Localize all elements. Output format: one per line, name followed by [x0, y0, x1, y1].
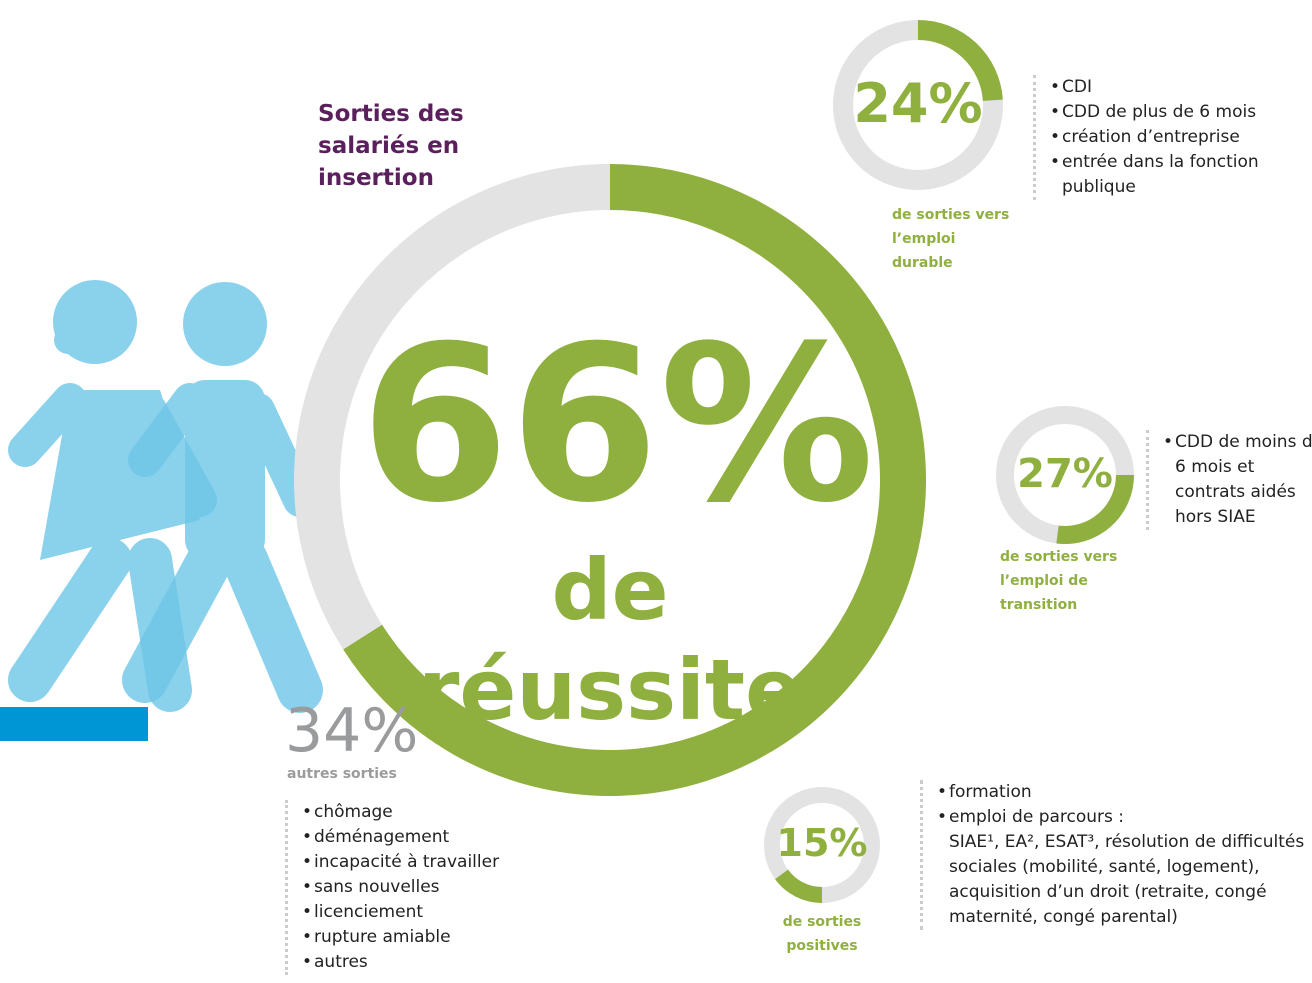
donut-caption: de sorties vers l’emploi de transition — [1000, 549, 1118, 613]
donut-value: 24% — [853, 71, 983, 135]
bullet-list: CDD de moins de 6 mois et contrats aidés… — [1146, 430, 1312, 530]
floor-bar — [0, 707, 148, 741]
list-item: création d’entreprise — [1050, 125, 1300, 150]
list-item: formation — [937, 780, 1307, 805]
walking-figures — [122, 282, 323, 713]
item-label: entrée dans la fonction publique — [1062, 152, 1259, 197]
list-item: chômage — [302, 800, 582, 825]
title: Sorties des salariés en insertion — [318, 101, 464, 191]
item-label: CDD de moins de 6 mois et contrats aidés… — [1175, 432, 1312, 527]
donut-caption: de sorties positives — [782, 914, 862, 954]
list-item: entrée dans la fonction publique — [1050, 150, 1300, 200]
list-item: déménagement — [302, 825, 582, 850]
list-item: licenciement — [302, 900, 582, 925]
other-value: 34% — [285, 696, 419, 766]
list-item: CDD de moins de 6 mois et contrats aidés… — [1163, 430, 1312, 530]
list-item: CDI — [1050, 75, 1300, 100]
donut-caption: de sorties vers l’emploi durable — [892, 207, 1010, 271]
other-caption: autres sorties — [287, 766, 397, 782]
list-item: emploi de parcours : SIAE¹, EA², ESAT³, r… — [937, 805, 1307, 930]
donut-value: 27% — [1017, 451, 1113, 498]
list-item: rupture amiable — [302, 925, 582, 950]
list-item: incapacité à travailler — [302, 850, 582, 875]
item-label: emploi de parcours : — [949, 807, 1125, 827]
main-caption: de réussite — [417, 541, 803, 739]
donut-segment — [294, 164, 611, 650]
item-detail: SIAE¹, EA², ESAT³, résolution de difficu… — [949, 832, 1305, 927]
donut-segment — [917, 20, 1003, 102]
list-item: sans nouvelles — [302, 875, 582, 900]
item-label: formation — [949, 782, 1032, 802]
other-list: chômagedéménagementincapacité à travaill… — [285, 800, 582, 975]
donut-segment — [775, 869, 823, 903]
item-label: création d’entreprise — [1062, 127, 1240, 147]
donut-value: 15% — [776, 821, 868, 866]
item-label: CDI — [1062, 77, 1092, 97]
item-label: CDD de plus de 6 mois — [1062, 102, 1257, 122]
list-item: autres — [302, 950, 582, 975]
donut-segment — [343, 164, 926, 796]
bullet-list: formation emploi de parcours : SIAE¹, EA²,… — [920, 780, 1307, 930]
list-item: CDD de plus de 6 mois — [1050, 100, 1300, 125]
main-value: 66% — [360, 299, 875, 550]
donut-segment — [1056, 474, 1134, 544]
bullet-list: CDI CDD de plus de 6 mois création d’entre… — [1033, 75, 1300, 200]
